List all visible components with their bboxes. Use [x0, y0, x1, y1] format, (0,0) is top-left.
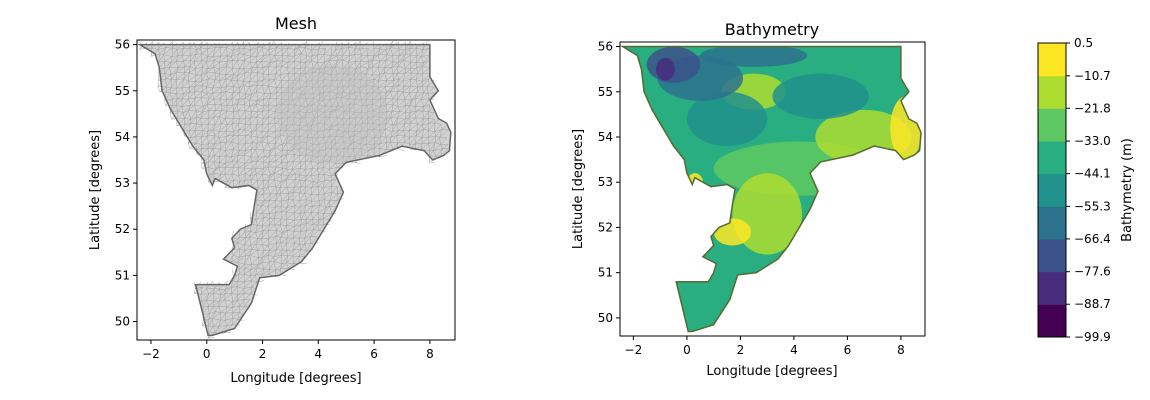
mesh-y-tick-label: 50 [115, 315, 130, 329]
colorbar: −99.9 −88.7 −77.6 −66.4 −55.3 −44.1 −33.0 −21.8… [1037, 36, 1135, 344]
bathymetry-field [620, 42, 925, 336]
bathymetry-x-tick-label: 6 [844, 343, 852, 357]
mesh-coastline [137, 43, 452, 337]
colorbar-swatch [1038, 173, 1066, 207]
bathymetry-y-tick-label: 53 [598, 175, 613, 189]
mesh-y-tick-label: 55 [115, 84, 130, 98]
mesh-title: Mesh [275, 14, 317, 33]
colorbar-tick-label: −88.7 [1074, 297, 1111, 311]
colorbar-swatch [1038, 271, 1066, 305]
bathymetry-plot-area [619, 41, 926, 337]
bathymetry-y-tick-label: 54 [598, 130, 613, 144]
colorbar-label: Bathymetry (m) [1120, 138, 1135, 242]
colorbar-tick-label: −44.1 [1074, 167, 1111, 181]
colorbar-swatch [1038, 141, 1066, 175]
colorbar-tick-label: −10.7 [1074, 69, 1111, 83]
bathymetry-x-label: Longitude [degrees] [706, 364, 837, 379]
colorbar-tick-label: −33.0 [1074, 134, 1111, 148]
colorbar-swatch [1038, 108, 1066, 142]
bathymetry-x-tick-label: 0 [683, 343, 691, 357]
bathymetry-y-tick-label: 52 [598, 220, 613, 234]
colorbar-tick-label: −66.4 [1074, 232, 1111, 246]
mesh-x-tick-label: 8 [426, 347, 434, 361]
mesh-x-tick-label: 4 [314, 347, 322, 361]
bathymetry-panel: Bathymetry −2 0 2 4 6 8 50 51 52 53 54 55 56 Longit… [571, 20, 926, 379]
bathymetry-y-tick-label: 50 [598, 311, 613, 325]
mesh-refined-zone [277, 63, 388, 164]
mesh-panel: Mesh −2 0 2 4 6 8 50 51 52 53 54 55 56 Longitude [d… [88, 14, 456, 386]
colorbar-tick-label: −99.9 [1074, 330, 1111, 344]
mesh-y-label: Latitude [degrees] [88, 130, 103, 250]
colorbar-swatch [1038, 75, 1066, 109]
colorbar-tick-label: −55.3 [1074, 199, 1111, 213]
colorbar-swatch [1038, 239, 1066, 273]
bathymetry-axes-frame [619, 41, 926, 337]
bathymetry-y-label: Latitude [degrees] [571, 129, 586, 249]
mesh-triangulation [139, 40, 449, 339]
bathymetry-x-tick-label: −2 [625, 343, 643, 357]
bathymetry-title: Bathymetry [725, 20, 819, 39]
colorbar-swatch [1038, 43, 1066, 77]
mesh-x-ticks: −2 0 2 4 6 8 [142, 340, 434, 361]
bathymetry-x-tick-label: 8 [897, 343, 905, 357]
colorbar-swatch [1038, 304, 1066, 338]
bathymetry-y-tick-label: 56 [598, 40, 613, 54]
bathymetry-zone [656, 57, 675, 81]
bathymetry-land-mask [620, 42, 925, 336]
bathymetry-y-tick-label: 51 [598, 266, 613, 280]
bathymetry-x-tick-label: 4 [790, 343, 798, 357]
bathymetry-x-tick-label: 2 [737, 343, 745, 357]
colorbar-tick-label: −21.8 [1074, 101, 1111, 115]
mesh-edges [139, 40, 449, 339]
colorbar-swatches [1038, 43, 1066, 338]
colorbar-tick-label: 0.5 [1074, 36, 1093, 50]
colorbar-frame [1037, 42, 1067, 338]
mesh-y-tick-label: 54 [115, 130, 130, 144]
mesh-y-tick-label: 56 [115, 38, 130, 52]
colorbar-ticks: −99.9 −88.7 −77.6 −66.4 −55.3 −44.1 −33.0 −21.8… [1066, 36, 1111, 344]
bathymetry-y-tick-label: 55 [598, 85, 613, 99]
colorbar-tick-label: −77.6 [1074, 265, 1111, 279]
mesh-axes-frame [136, 39, 456, 341]
mesh-y-tick-label: 53 [115, 176, 130, 190]
colorbar-swatch [1038, 206, 1066, 240]
bathymetry-zone [686, 91, 768, 147]
bathymetry-zone [700, 44, 808, 67]
bathymetry-y-ticks: 50 51 52 53 54 55 56 [598, 40, 620, 325]
mesh-x-tick-label: 2 [259, 347, 267, 361]
mesh-y-tick-label: 51 [115, 268, 130, 282]
mesh-x-tick-label: 6 [370, 347, 378, 361]
mesh-plot-area [136, 39, 456, 341]
mesh-y-ticks: 50 51 52 53 54 55 56 [115, 38, 137, 329]
mesh-x-tick-label: −2 [142, 347, 160, 361]
bathymetry-zone [772, 73, 869, 119]
bathymetry-coastline [620, 45, 922, 333]
mesh-x-tick-label: 0 [203, 347, 211, 361]
mesh-y-tick-label: 52 [115, 222, 130, 236]
mesh-x-label: Longitude [degrees] [230, 371, 361, 386]
bathymetry-x-ticks: −2 0 2 4 6 8 [625, 336, 905, 357]
